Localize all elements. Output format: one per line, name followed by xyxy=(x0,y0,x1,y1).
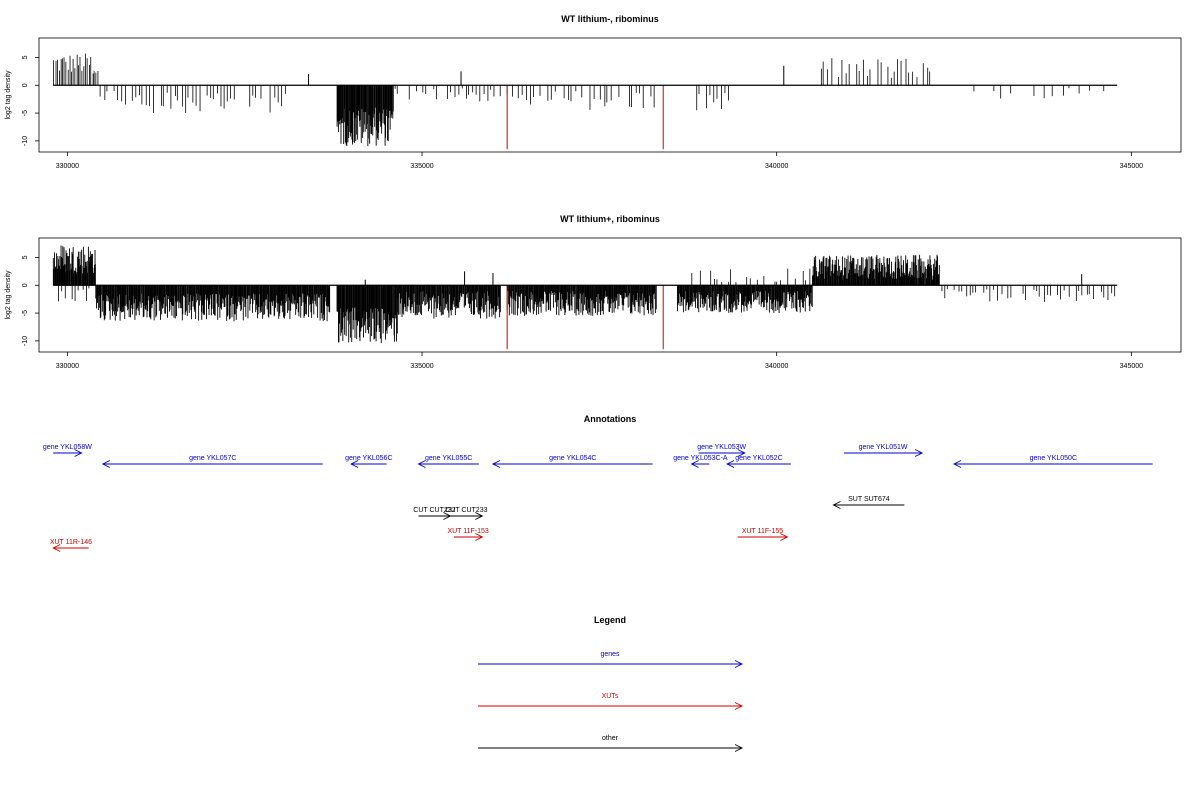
track-panel-2: WT lithium+, ribominus log2 tag density -1… xyxy=(5,214,1182,370)
x-tick-label: 345000 xyxy=(1120,363,1143,370)
y-tick-label: -10 xyxy=(22,136,29,146)
feature-gene: gene YKL051W xyxy=(844,444,924,457)
y-tick-label: 0 xyxy=(22,283,29,287)
x-tick-label: 335000 xyxy=(410,363,433,370)
legend: Legend genes XUTs other xyxy=(478,615,744,752)
feature-arrowhead xyxy=(491,460,501,468)
legend-item-label: other xyxy=(602,735,619,742)
feature-arrowhead xyxy=(734,744,744,752)
feature-arrowhead xyxy=(350,460,359,468)
plot-frame xyxy=(38,37,1182,153)
y-tick-label: 0 xyxy=(22,83,29,87)
y-axis-label: log2 tag density xyxy=(5,70,12,120)
y-axis-label: log2 tag density xyxy=(5,270,12,320)
x-tick-label: 330000 xyxy=(56,363,79,370)
feature-xut: XUT 11F-153 xyxy=(447,528,489,541)
feature-gene: gene YKL056C xyxy=(345,455,393,468)
feature-label: XUT 11F-153 xyxy=(447,528,488,535)
x-tick-label: 335000 xyxy=(410,163,433,170)
feature-label: XUT 11R-146 xyxy=(50,539,92,546)
feature-arrowhead xyxy=(737,449,746,457)
feature-xut: XUT 11R-146 xyxy=(50,539,92,552)
feature-xut: XUT 11F-155 xyxy=(737,528,789,541)
legend-item-label: XUTs xyxy=(602,693,619,700)
feature-arrowhead xyxy=(734,660,744,668)
feature-arrowhead xyxy=(690,460,699,468)
plot-frame xyxy=(38,237,1182,353)
feature-label: CUT CUT233 xyxy=(445,507,487,514)
feature-gene: gene YKL058W xyxy=(43,444,92,457)
feature-arrowhead xyxy=(101,460,111,468)
panel-title: WT lithium+, ribominus xyxy=(560,214,660,224)
feature-label: gene YKL052C xyxy=(735,455,782,462)
y-tick-label: -5 xyxy=(22,310,29,316)
x-tick-label: 340000 xyxy=(765,363,788,370)
feature-label: gene YKL053C-A xyxy=(673,455,728,462)
feature-arrowhead xyxy=(52,544,61,552)
feature-arrowhead xyxy=(780,533,789,541)
feature-other: CUT CUT233 xyxy=(445,507,488,520)
feature-label: gene YKL054C xyxy=(549,455,596,462)
feature-label: gene YKL056C xyxy=(345,455,392,462)
feature-label: XUT 11F-155 xyxy=(742,528,783,535)
legend-item: XUTs xyxy=(478,693,744,710)
y-tick-label: 5 xyxy=(22,255,29,259)
feature-arrowhead xyxy=(914,449,924,457)
feature-arrowhead xyxy=(475,533,484,541)
signal-bars xyxy=(52,245,1116,350)
feature-gene: gene YKL052C xyxy=(726,455,791,468)
feature-arrowhead xyxy=(475,512,484,520)
annotations-title: Annotations xyxy=(584,414,637,424)
feature-label: SUT SUT674 xyxy=(848,496,890,503)
y-tick-label: -10 xyxy=(22,336,29,346)
feature-label: gene YKL057C xyxy=(189,455,236,462)
feature-label: gene YKL051W xyxy=(859,444,908,451)
feature-label: CUT CUT232 xyxy=(413,507,455,514)
y-tick-label: -5 xyxy=(22,110,29,116)
track-panel-1: WT lithium-, ribominus log2 tag density -1… xyxy=(5,14,1182,170)
feature-arrowhead xyxy=(74,449,83,457)
legend-item: genes xyxy=(478,651,744,668)
feature-label: gene YKL053W xyxy=(697,444,746,451)
x-tick-label: 345000 xyxy=(1120,163,1143,170)
legend-title: Legend xyxy=(594,615,626,625)
feature-gene: gene YKL057C xyxy=(101,455,323,468)
feature-gene: gene YKL055C xyxy=(417,455,479,468)
signal-bars xyxy=(53,53,1105,150)
x-tick-label: 340000 xyxy=(765,163,788,170)
legend-item: other xyxy=(478,735,744,752)
feature-label: gene YKL055C xyxy=(425,455,472,462)
feature-arrowhead xyxy=(832,501,841,509)
feature-arrowhead xyxy=(953,460,962,468)
feature-label: gene YKL058W xyxy=(43,444,92,451)
feature-gene: gene YKL054C xyxy=(491,455,653,468)
feature-gene: gene YKL053C-A xyxy=(673,455,728,468)
feature-arrowhead xyxy=(417,460,426,468)
annotations-track: Annotations gene YKL058W gene YKL057C gene … xyxy=(43,414,1153,552)
feature-arrowhead xyxy=(726,460,735,468)
panel-title: WT lithium-, ribominus xyxy=(561,14,659,24)
y-tick-label: 5 xyxy=(22,55,29,59)
legend-item-label: genes xyxy=(600,651,620,658)
feature-gene: gene YKL053W xyxy=(697,444,747,457)
feature-other: SUT SUT674 xyxy=(832,496,905,509)
feature-arrowhead xyxy=(734,702,744,710)
x-tick-label: 330000 xyxy=(56,163,79,170)
feature-gene: gene YKL050C xyxy=(953,455,1153,468)
feature-label: gene YKL050C xyxy=(1030,455,1077,462)
